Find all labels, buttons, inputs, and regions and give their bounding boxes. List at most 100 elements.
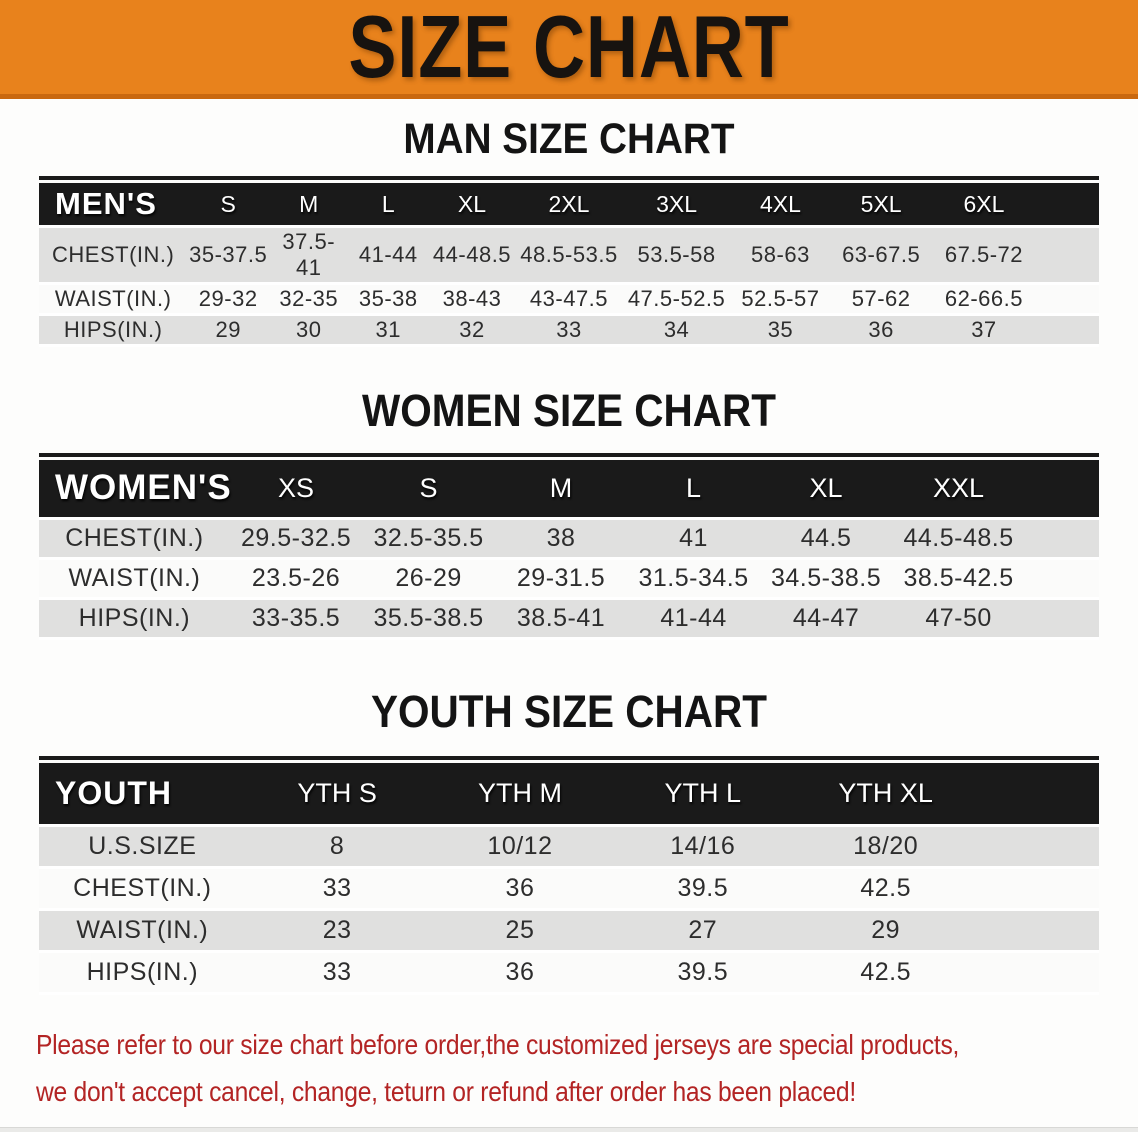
- table-category-label: MEN'S: [39, 183, 188, 228]
- size-value: 33: [515, 314, 622, 347]
- disclaimer-line-1: Please refer to our size chart before or…: [36, 1029, 960, 1061]
- column-header: S: [362, 459, 495, 521]
- size-value: 35: [731, 314, 830, 347]
- table-row: U.S.SIZE 8 10/12 14/16 18/20: [39, 825, 1099, 870]
- table-row: HIPS(IN.) 29 30 31 32 33 34 35 36 37: [39, 314, 1099, 347]
- row-label: CHEST(IN.): [39, 226, 188, 285]
- spacer-cell: [1035, 183, 1099, 228]
- size-value: 44.5-48.5: [892, 518, 1025, 561]
- size-value: 67.5-72: [932, 226, 1036, 285]
- row-label: CHEST(IN.): [39, 518, 230, 561]
- size-value: 44.5: [759, 518, 893, 561]
- spacer-cell: [1024, 598, 1099, 641]
- size-value: 29-32: [187, 283, 269, 316]
- size-value: 58-63: [731, 226, 830, 285]
- mens-size-title: MAN SIZE CHART: [0, 115, 1138, 164]
- table-row: HIPS(IN.) 33-35.5 35.5-38.5 38.5-41 41-44 44-…: [39, 598, 1099, 641]
- column-header: YTH L: [611, 762, 795, 828]
- spacer-cell: [977, 762, 1099, 828]
- size-value: 32-35: [269, 283, 349, 316]
- column-header: YTH S: [245, 762, 429, 828]
- table-row: CHEST(IN.) 33 36 39.5 42.5: [39, 867, 1099, 912]
- size-value: 48.5-53.5: [515, 226, 622, 285]
- column-header: 5XL: [829, 183, 933, 228]
- spacer-cell: [977, 909, 1099, 954]
- column-header: S: [187, 183, 269, 228]
- size-value: 37: [932, 314, 1036, 347]
- bottom-edge-divider: [0, 1127, 1138, 1132]
- size-value: 41-44: [348, 226, 428, 285]
- size-value: 41-44: [627, 598, 760, 641]
- column-header: XL: [759, 459, 893, 521]
- size-chart-banner: SIZE CHART: [0, 0, 1138, 99]
- youth-size-title: YOUTH SIZE CHART: [0, 686, 1138, 738]
- order-disclaimer: Please refer to our size chart before or…: [36, 1021, 1138, 1115]
- table-row: WAIST(IN.) 23 25 27 29: [39, 909, 1099, 954]
- table-row: CHEST(IN.) 35-37.5 37.5-41 41-44 44-48.5 48.5…: [39, 226, 1099, 285]
- size-value: 31: [348, 314, 428, 347]
- size-value: 32: [428, 314, 516, 347]
- womens-size-table: WOMEN'S XS S M L XL XXL CHEST(IN.) 29.5-32.5 32.5…: [39, 459, 1099, 641]
- womens-size-table-wrap: WOMEN'S XS S M L XL XXL CHEST(IN.) 29.5-32.5 32.5…: [39, 452, 1099, 641]
- mens-size-section: MAN SIZE CHART MEN'S S M L XL 2XL 3XL 4XL 5XL 6XL C…: [0, 115, 1138, 347]
- column-header: YTH XL: [794, 762, 978, 828]
- size-value: 23: [245, 909, 429, 954]
- spacer-cell: [1024, 518, 1099, 561]
- column-header: YTH M: [428, 762, 612, 828]
- column-header: M: [269, 183, 349, 228]
- size-value: 32.5-35.5: [362, 518, 495, 561]
- row-label: U.S.SIZE: [39, 825, 246, 870]
- column-header: XS: [229, 459, 363, 521]
- size-value: 44-47: [759, 598, 893, 641]
- size-value: 33: [245, 951, 429, 996]
- size-value: 37.5-41: [269, 226, 349, 285]
- column-header: M: [494, 459, 628, 521]
- column-header: 3XL: [621, 183, 732, 228]
- size-value: 39.5: [611, 951, 795, 996]
- size-value: 36: [829, 314, 933, 347]
- size-value: 47.5-52.5: [621, 283, 732, 316]
- size-value: 8: [245, 825, 429, 870]
- size-value: 43-47.5: [515, 283, 622, 316]
- size-value: 27: [611, 909, 795, 954]
- row-label: CHEST(IN.): [39, 867, 246, 912]
- size-value: 23.5-26: [229, 558, 363, 601]
- size-value: 34: [621, 314, 732, 347]
- column-header: 4XL: [731, 183, 830, 228]
- spacer-cell: [977, 867, 1099, 912]
- table-row: HIPS(IN.) 33 36 39.5 42.5: [39, 951, 1099, 996]
- table-top-border: [39, 176, 1099, 181]
- mens-size-table: MEN'S S M L XL 2XL 3XL 4XL 5XL 6XL CHEST(IN.) 35-37…: [39, 183, 1099, 347]
- size-value: 36: [428, 951, 612, 996]
- size-value: 38.5-41: [494, 598, 628, 641]
- size-value: 42.5: [794, 951, 978, 996]
- size-value: 35-38: [348, 283, 428, 316]
- row-label: WAIST(IN.): [39, 909, 246, 954]
- size-value: 39.5: [611, 867, 795, 912]
- size-value: 41: [627, 518, 760, 561]
- size-value: 57-62: [829, 283, 933, 316]
- size-value: 10/12: [428, 825, 612, 870]
- disclaimer-line-2: we don't accept cancel, change, teturn o…: [36, 1076, 856, 1108]
- size-value: 38.5-42.5: [892, 558, 1025, 601]
- youth-size-table-wrap: YOUTH YTH S YTH M YTH L YTH XL U.S.SIZE 8 10/12…: [39, 755, 1099, 996]
- size-value: 34.5-38.5: [759, 558, 893, 601]
- table-header-row: YOUTH YTH S YTH M YTH L YTH XL: [39, 762, 1099, 828]
- size-value: 18/20: [794, 825, 978, 870]
- spacer-cell: [977, 825, 1099, 870]
- table-top-border: [39, 755, 1099, 760]
- size-value: 44-48.5: [428, 226, 516, 285]
- size-value: 38: [494, 518, 628, 561]
- size-value: 26-29: [362, 558, 495, 601]
- size-value: 30: [269, 314, 349, 347]
- youth-size-table: YOUTH YTH S YTH M YTH L YTH XL U.S.SIZE 8 10/12…: [39, 762, 1099, 996]
- spacer-cell: [977, 951, 1099, 996]
- row-label: WAIST(IN.): [39, 283, 188, 316]
- row-label: HIPS(IN.): [39, 951, 246, 996]
- size-value: 42.5: [794, 867, 978, 912]
- size-value: 29-31.5: [494, 558, 628, 601]
- size-value: 29: [794, 909, 978, 954]
- column-header: 6XL: [932, 183, 1036, 228]
- table-category-label: WOMEN'S: [39, 459, 231, 521]
- size-value: 29.5-32.5: [229, 518, 363, 561]
